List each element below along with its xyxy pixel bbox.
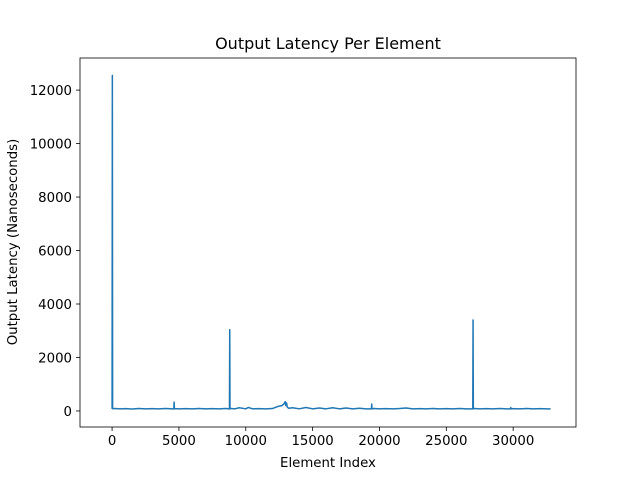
x-tick-label: 0 xyxy=(108,434,116,449)
y-tick-label: 6000 xyxy=(38,245,72,260)
y-tick-label: 2000 xyxy=(38,351,72,366)
x-tick-label: 25000 xyxy=(425,434,467,449)
x-axis: 0 5000 10000 15000 20000 25000 30000 xyxy=(108,427,534,449)
x-tick-label: 30000 xyxy=(492,434,534,449)
x-axis-label: Element Index xyxy=(280,456,376,471)
series-line-0 xyxy=(111,74,551,410)
x-tick-label: 5000 xyxy=(162,434,196,449)
x-tick-label: 15000 xyxy=(291,434,333,449)
plot-area xyxy=(79,57,577,428)
y-axis: 0 2000 4000 6000 8000 10000 12000 xyxy=(30,84,80,420)
y-tick-label: 8000 xyxy=(38,191,72,206)
chart-title: Output Latency Per Element xyxy=(215,34,441,53)
plot-frame xyxy=(79,57,577,428)
x-tick-label: 10000 xyxy=(225,434,267,449)
y-axis-label: Output Latency (Nanoseconds) xyxy=(6,139,21,346)
y-tick-label: 10000 xyxy=(30,138,72,153)
x-tick-label: 20000 xyxy=(358,434,400,449)
y-tick-label: 0 xyxy=(64,405,72,420)
y-tick-label: 12000 xyxy=(30,84,72,99)
y-tick-label: 4000 xyxy=(38,298,72,313)
